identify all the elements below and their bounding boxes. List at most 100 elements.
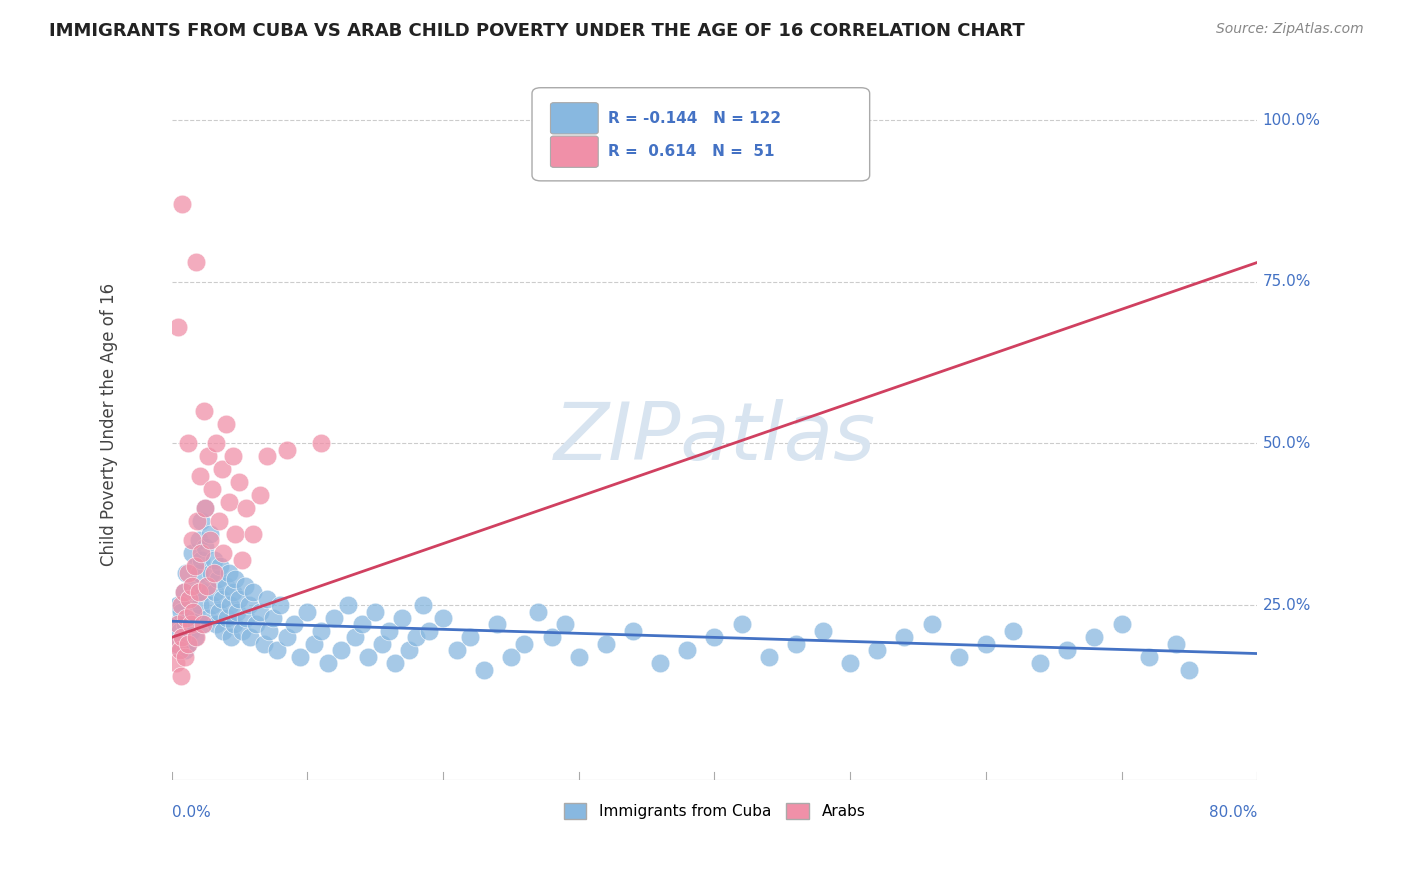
Point: [499, 649, 522, 664]
Point: [239, 631, 262, 645]
Point: [330, 643, 353, 657]
Point: [186, 611, 208, 625]
Point: [235, 501, 257, 516]
Point: [195, 579, 218, 593]
Point: [458, 631, 481, 645]
Text: 25.0%: 25.0%: [1263, 598, 1310, 613]
Point: [190, 514, 212, 528]
Point: [204, 585, 226, 599]
Point: [167, 320, 190, 334]
Point: [167, 598, 190, 612]
Point: [221, 450, 243, 464]
Point: [391, 611, 413, 625]
Point: [595, 637, 617, 651]
Point: [266, 643, 288, 657]
Point: [188, 598, 211, 612]
Point: [191, 617, 214, 632]
Point: [172, 197, 194, 211]
Point: [180, 546, 202, 560]
Point: [245, 617, 267, 632]
Point: [235, 611, 257, 625]
Point: [432, 611, 454, 625]
Point: [209, 559, 232, 574]
Point: [249, 488, 271, 502]
Point: [177, 637, 200, 651]
Point: [194, 501, 217, 516]
Point: [377, 624, 399, 638]
Point: [202, 566, 225, 580]
Point: [197, 450, 219, 464]
Point: [513, 637, 536, 651]
Point: [212, 546, 235, 560]
Point: [177, 436, 200, 450]
Point: [173, 585, 195, 599]
Point: [357, 649, 380, 664]
Point: [224, 572, 246, 586]
Point: [893, 631, 915, 645]
Point: [174, 649, 197, 664]
Point: [217, 611, 239, 625]
Point: [222, 617, 245, 632]
Point: [1001, 624, 1024, 638]
Point: [177, 611, 200, 625]
Point: [758, 649, 780, 664]
Point: [398, 643, 420, 657]
Point: [921, 617, 943, 632]
Point: [201, 598, 224, 612]
Point: [208, 514, 231, 528]
Point: [165, 657, 187, 671]
Point: [703, 631, 725, 645]
Point: [621, 624, 644, 638]
Text: R = -0.144   N = 122: R = -0.144 N = 122: [607, 111, 782, 126]
Point: [231, 624, 253, 638]
Point: [183, 631, 205, 645]
Point: [166, 637, 188, 651]
Point: [179, 591, 201, 606]
Point: [177, 566, 200, 580]
Point: [384, 657, 406, 671]
Point: [224, 527, 246, 541]
Point: [309, 436, 332, 450]
Text: 100.0%: 100.0%: [1263, 112, 1320, 128]
Point: [186, 514, 208, 528]
Point: [219, 631, 242, 645]
Point: [207, 572, 229, 586]
Point: [184, 255, 207, 269]
Text: IMMIGRANTS FROM CUBA VS ARAB CHILD POVERTY UNDER THE AGE OF 16 CORRELATION CHART: IMMIGRANTS FROM CUBA VS ARAB CHILD POVER…: [49, 22, 1025, 40]
Point: [184, 585, 207, 599]
Point: [269, 598, 291, 612]
Point: [170, 605, 193, 619]
Point: [184, 559, 207, 574]
Point: [195, 579, 218, 593]
Point: [540, 631, 562, 645]
Point: [256, 450, 278, 464]
Point: [172, 631, 194, 645]
Point: [297, 605, 319, 619]
Point: [364, 605, 387, 619]
Point: [215, 417, 238, 431]
Point: [193, 617, 215, 632]
FancyBboxPatch shape: [551, 136, 598, 168]
Point: [948, 649, 970, 664]
Point: [174, 617, 197, 632]
Point: [173, 585, 195, 599]
Point: [446, 643, 468, 657]
Point: [180, 533, 202, 548]
Point: [170, 669, 193, 683]
Point: [811, 624, 834, 638]
Point: [181, 605, 204, 619]
Point: [1056, 643, 1078, 657]
Point: [170, 643, 193, 657]
Point: [1137, 649, 1160, 664]
Point: [169, 643, 191, 657]
Point: [194, 540, 217, 554]
Point: [262, 611, 284, 625]
Point: [283, 617, 305, 632]
Point: [290, 649, 312, 664]
Point: [302, 637, 325, 651]
Point: [190, 546, 212, 560]
FancyBboxPatch shape: [531, 87, 870, 181]
Point: [191, 585, 214, 599]
Point: [190, 553, 212, 567]
Point: [174, 643, 197, 657]
